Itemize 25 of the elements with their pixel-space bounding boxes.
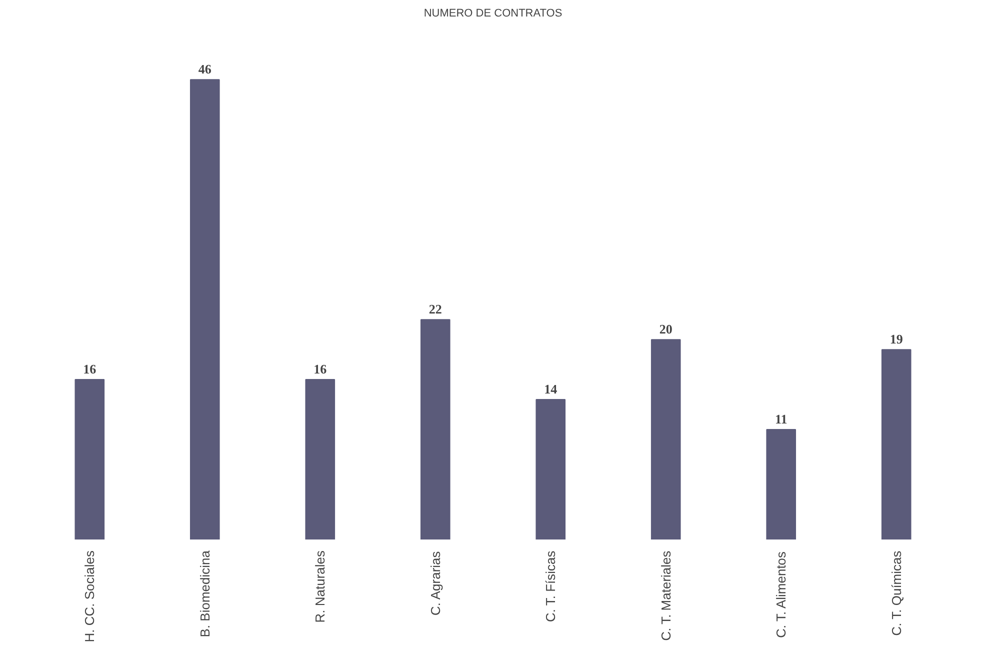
x-tick-label: C. Agrarias: [428, 550, 443, 616]
x-tick-label: H. CC. Sociales: [82, 550, 98, 642]
x-tick-label: C. T. Alimentos: [774, 550, 789, 638]
data-label: 11: [774, 412, 788, 427]
data-label: 22: [428, 302, 442, 317]
x-tick-label: C. T. Físicas: [543, 550, 558, 622]
bar: [420, 319, 450, 540]
bar: [305, 379, 336, 540]
data-label: 20: [659, 322, 672, 337]
bar: [190, 79, 220, 540]
x-tick-label: R. Naturales: [312, 550, 328, 623]
data-label: 16: [314, 362, 328, 377]
data-label: 19: [890, 332, 904, 347]
data-label: 14: [544, 382, 558, 397]
bar: [766, 429, 796, 540]
bar: [536, 399, 566, 540]
data-label: 46: [198, 62, 212, 77]
data-label: 16: [83, 362, 97, 377]
x-tick-label: C. T. Materiales: [658, 550, 674, 641]
chart-title: NUMERO DE CONTRATOS: [424, 8, 562, 20]
bar: [650, 339, 681, 540]
bar: [74, 379, 105, 540]
x-tick-label: B. Biomedicina: [197, 550, 212, 638]
x-tick-label: C. T. Químicas: [888, 550, 904, 636]
bar: [881, 349, 912, 540]
